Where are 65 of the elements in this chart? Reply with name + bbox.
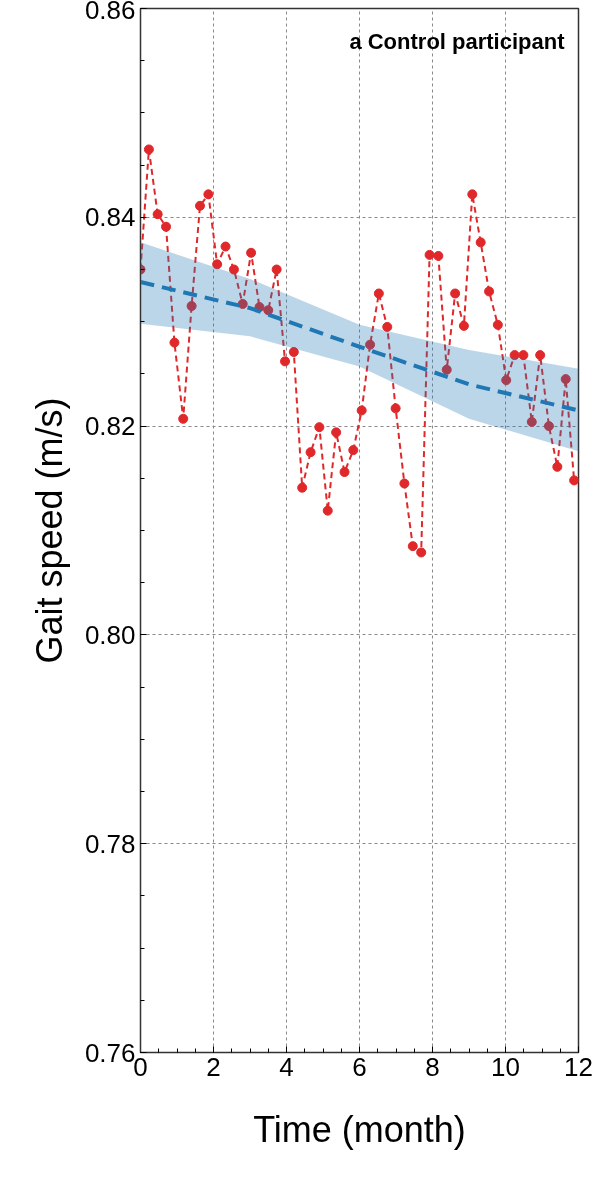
point	[331, 427, 342, 438]
x-tick-label: 2	[206, 1051, 221, 1082]
point	[543, 421, 554, 432]
point	[509, 350, 520, 361]
point	[526, 416, 537, 427]
point	[228, 264, 239, 275]
point	[339, 467, 350, 478]
point	[433, 250, 444, 261]
point	[348, 445, 359, 456]
x-tick-label: 4	[279, 1051, 294, 1082]
x-tick-label: 6	[352, 1051, 367, 1082]
point	[424, 249, 435, 260]
point	[263, 305, 274, 316]
point	[237, 298, 248, 309]
point	[382, 321, 393, 332]
y-tick-label: 0.78	[84, 828, 136, 859]
point	[467, 189, 478, 200]
point	[569, 475, 579, 486]
point	[475, 237, 486, 248]
point	[161, 221, 172, 232]
point	[373, 288, 384, 299]
point	[518, 350, 529, 361]
point	[458, 320, 469, 331]
point	[484, 286, 495, 297]
point	[271, 264, 282, 275]
point	[203, 189, 214, 200]
x-axis-title: Time (month)	[253, 1108, 466, 1150]
point	[152, 209, 163, 220]
point	[450, 288, 461, 299]
point	[280, 356, 291, 367]
point	[220, 241, 231, 252]
point	[194, 200, 205, 211]
x-tick-label: 12	[564, 1051, 593, 1082]
point	[178, 413, 189, 424]
point	[560, 374, 571, 385]
point	[288, 346, 299, 357]
annotation: a Control participant	[349, 28, 566, 54]
point	[365, 339, 376, 350]
point	[535, 350, 546, 361]
point	[169, 337, 180, 348]
point	[322, 505, 333, 516]
y-tick-label: 0.84	[84, 202, 136, 233]
x-tick-label: 8	[425, 1051, 440, 1082]
point	[143, 144, 154, 155]
point	[297, 482, 308, 493]
point	[390, 403, 401, 414]
point	[246, 247, 257, 258]
line-series	[140, 280, 579, 413]
point	[441, 364, 452, 375]
x-tick-label: 10	[491, 1051, 520, 1082]
y-tick-label: 0.80	[84, 619, 136, 650]
point	[314, 422, 325, 433]
point	[356, 405, 367, 416]
point	[501, 375, 512, 386]
point	[416, 547, 427, 558]
point	[399, 478, 410, 489]
point	[212, 259, 223, 270]
point	[552, 461, 563, 472]
y-tick-label: 0.86	[84, 0, 136, 25]
y-axis-title: Gait speed (m/s)	[28, 397, 70, 664]
y-tick-label: 0.82	[84, 411, 136, 442]
point	[492, 319, 503, 330]
point	[407, 541, 418, 552]
point	[305, 447, 316, 458]
point	[186, 301, 197, 312]
